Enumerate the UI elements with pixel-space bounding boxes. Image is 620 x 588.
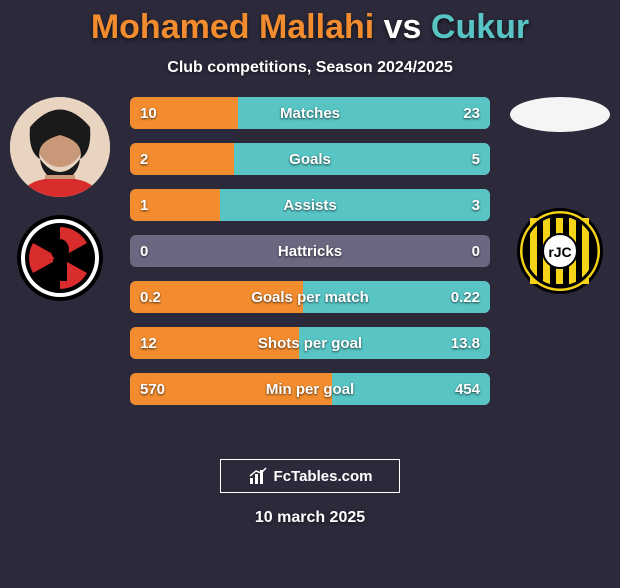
chart-icon xyxy=(248,466,268,486)
club2-logo: rJC xyxy=(517,208,603,294)
brand-box[interactable]: FcTables.com xyxy=(220,459,400,493)
stat-label: Shots per goal xyxy=(130,327,490,359)
player2-avatar xyxy=(510,97,610,132)
right-column: rJC xyxy=(510,97,610,294)
club1-logo xyxy=(17,215,103,301)
stat-row: 25Goals xyxy=(130,143,490,175)
stat-label: Matches xyxy=(130,97,490,129)
subtitle: Club competitions, Season 2024/2025 xyxy=(0,59,620,77)
stat-label: Min per goal xyxy=(130,373,490,405)
brand-text: FcTables.com xyxy=(274,468,373,485)
comparison-title: Mohamed Mallahi vs Cukur xyxy=(0,8,620,47)
stat-label: Hattricks xyxy=(130,235,490,267)
player1-name: Mohamed Mallahi xyxy=(91,8,374,46)
stat-row: 1023Matches xyxy=(130,97,490,129)
stat-row: 1213.8Shots per goal xyxy=(130,327,490,359)
player2-name: Cukur xyxy=(431,8,529,46)
left-column xyxy=(10,97,110,301)
stat-label: Assists xyxy=(130,189,490,221)
stat-row: 0.20.22Goals per match xyxy=(130,281,490,313)
footer-date: 10 march 2025 xyxy=(0,509,620,527)
stat-row: 00Hattricks xyxy=(130,235,490,267)
vs-text: vs xyxy=(374,8,431,46)
stat-label: Goals xyxy=(130,143,490,175)
stat-bars: 1023Matches 25Goals 13Assists 00Hattricks 0.… xyxy=(130,97,490,405)
stat-label: Goals per match xyxy=(130,281,490,313)
stat-row: 570454Min per goal xyxy=(130,373,490,405)
stat-row: 13Assists xyxy=(130,189,490,221)
content-area: rJC 1023Matches 25Goals 13Assists 00Hattric… xyxy=(0,97,620,437)
svg-text:rJC: rJC xyxy=(548,244,571,260)
player1-avatar xyxy=(10,97,110,197)
